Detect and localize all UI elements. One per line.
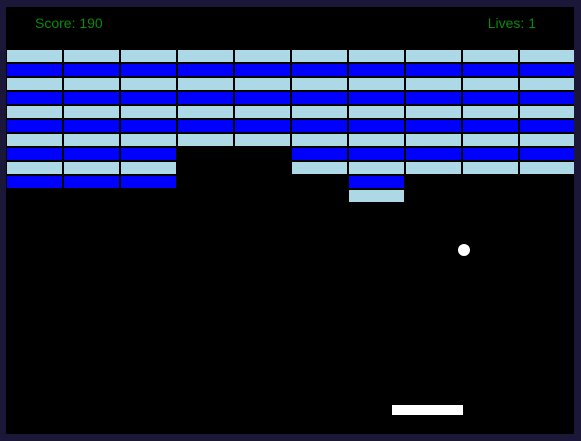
brick xyxy=(6,175,63,189)
paddle[interactable] xyxy=(392,405,463,415)
brick xyxy=(291,49,348,63)
brick xyxy=(63,147,120,161)
brick xyxy=(120,119,177,133)
brick xyxy=(120,147,177,161)
brick xyxy=(6,133,63,147)
brick xyxy=(120,49,177,63)
brick xyxy=(405,77,462,91)
brick xyxy=(405,133,462,147)
brick xyxy=(462,133,519,147)
brick xyxy=(63,49,120,63)
brick xyxy=(291,161,348,175)
brick xyxy=(234,119,291,133)
brick xyxy=(291,63,348,77)
brick xyxy=(291,91,348,105)
brick xyxy=(462,77,519,91)
brick xyxy=(6,105,63,119)
brick xyxy=(6,91,63,105)
brick xyxy=(120,133,177,147)
brick xyxy=(519,133,574,147)
brick xyxy=(348,91,405,105)
brick xyxy=(234,105,291,119)
brick xyxy=(519,161,574,175)
brick xyxy=(234,133,291,147)
brick xyxy=(348,175,405,189)
brick xyxy=(348,147,405,161)
brick xyxy=(63,63,120,77)
brick xyxy=(177,119,234,133)
brick xyxy=(462,119,519,133)
brick xyxy=(63,91,120,105)
brick xyxy=(462,105,519,119)
brick xyxy=(462,49,519,63)
brick xyxy=(519,105,574,119)
brick xyxy=(348,105,405,119)
brick xyxy=(63,119,120,133)
brick xyxy=(462,91,519,105)
brick xyxy=(291,119,348,133)
brick xyxy=(291,105,348,119)
brick xyxy=(291,147,348,161)
brick xyxy=(519,49,574,63)
brick xyxy=(348,189,405,203)
brick xyxy=(405,161,462,175)
brick xyxy=(6,77,63,91)
brick xyxy=(462,161,519,175)
brick xyxy=(291,77,348,91)
brick xyxy=(120,77,177,91)
brick xyxy=(405,91,462,105)
brick xyxy=(6,49,63,63)
brick xyxy=(405,63,462,77)
brick xyxy=(519,119,574,133)
brick xyxy=(348,161,405,175)
brick xyxy=(348,63,405,77)
brick xyxy=(291,133,348,147)
brick xyxy=(120,63,177,77)
brick xyxy=(63,175,120,189)
brick xyxy=(519,91,574,105)
brick xyxy=(63,77,120,91)
brick xyxy=(177,91,234,105)
brick xyxy=(120,91,177,105)
brick xyxy=(348,133,405,147)
score-label: Score: 190 xyxy=(35,15,103,31)
brick xyxy=(63,105,120,119)
brick xyxy=(234,77,291,91)
brick xyxy=(6,119,63,133)
brick xyxy=(6,161,63,175)
brick xyxy=(405,119,462,133)
brick xyxy=(63,161,120,175)
brick xyxy=(348,119,405,133)
brick xyxy=(177,49,234,63)
brick xyxy=(519,63,574,77)
brick xyxy=(177,133,234,147)
ball xyxy=(458,244,470,256)
brick xyxy=(234,63,291,77)
brick xyxy=(120,161,177,175)
brick xyxy=(6,147,63,161)
brick xyxy=(519,147,574,161)
brick xyxy=(519,77,574,91)
brick xyxy=(405,49,462,63)
brick xyxy=(348,49,405,63)
lives-label: Lives: 1 xyxy=(487,15,536,31)
brick xyxy=(177,63,234,77)
brick xyxy=(234,49,291,63)
brick xyxy=(462,147,519,161)
brick xyxy=(405,147,462,161)
brick xyxy=(120,105,177,119)
brick xyxy=(462,63,519,77)
brick xyxy=(234,91,291,105)
brick xyxy=(177,105,234,119)
brick xyxy=(120,175,177,189)
game-canvas[interactable]: Score: 190 Lives: 1 xyxy=(6,7,574,434)
brick xyxy=(405,105,462,119)
brick xyxy=(177,77,234,91)
brick xyxy=(63,133,120,147)
brick xyxy=(348,77,405,91)
brick xyxy=(6,63,63,77)
